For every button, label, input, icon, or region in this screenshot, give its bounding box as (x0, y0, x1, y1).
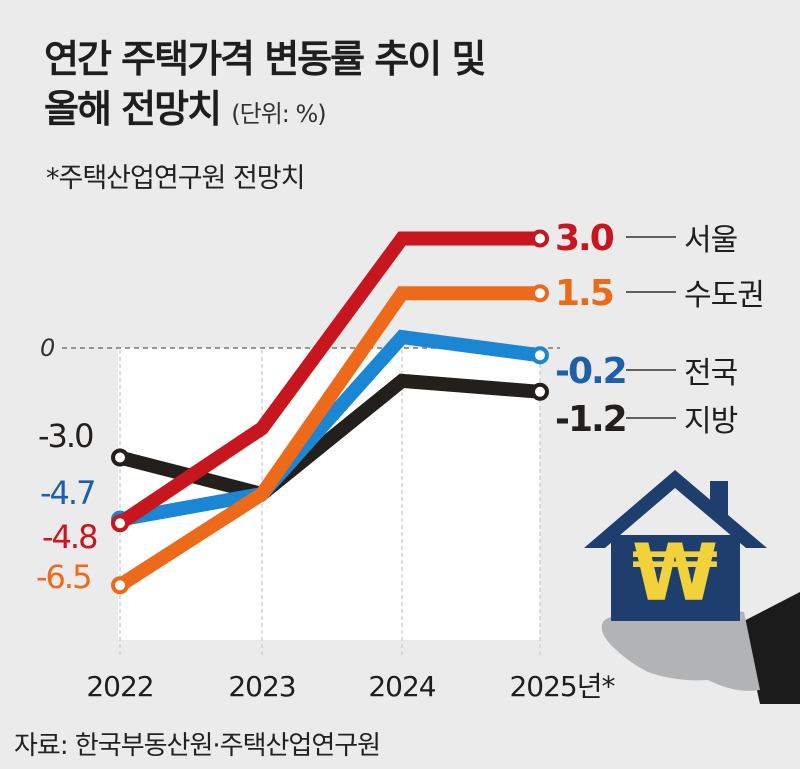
data-point-전국 (531, 346, 549, 365)
y-zero-label: 0 (40, 334, 55, 362)
end-value-label: -1.2 (555, 399, 626, 440)
house-roof (584, 470, 767, 548)
won-icon: ₩ (632, 529, 718, 619)
data-point-서울 (531, 229, 549, 248)
data-point-지방 (531, 382, 549, 401)
series-line-수도권 (116, 286, 540, 592)
series-name-label: 전국 (684, 356, 738, 391)
x-tick-label: 2024 (368, 670, 435, 703)
source-note: 자료: 한국부동산원·주택산업연구원 (14, 731, 381, 761)
end-value-label: 3.0 (555, 218, 614, 259)
chart-title: 연간 주택가격 변동률 추이 및 올해 전망치 (단위: %) (44, 34, 486, 139)
forecast-note: *주택산업연구원 전망치 (46, 163, 305, 194)
series-line-서울 (116, 231, 540, 530)
x-tick-label: 2025년* (509, 670, 615, 703)
unit-label: (단위: %) (231, 100, 326, 128)
start-value-label: -4.8 (42, 518, 97, 556)
house-chimney (710, 481, 728, 517)
data-point-지방 (111, 448, 129, 467)
hand-palm (601, 610, 760, 691)
start-value-label: -3.0 (38, 417, 93, 455)
data-point-수도권 (531, 284, 549, 303)
series-name-label: 지방 (684, 404, 738, 439)
title-line-1: 연간 주택가격 변동률 추이 및 (44, 37, 486, 81)
title-line-2: 올해 전망치 (44, 87, 222, 131)
data-point-서울 (111, 514, 129, 533)
house-body (611, 535, 740, 621)
x-tick-label: 2023 (228, 670, 295, 703)
data-point-수도권 (111, 576, 129, 595)
series-line-전국 (118, 329, 541, 527)
end-value-label: -0.2 (555, 351, 626, 392)
start-value-label: -6.5 (36, 558, 90, 596)
end-value-label: 1.5 (555, 273, 613, 314)
house-hand-illustration: ₩ (584, 470, 800, 704)
x-tick-label: 2022 (86, 670, 153, 703)
series-name-label: 서울 (684, 223, 737, 258)
series-name-label: 수도권 (684, 278, 764, 313)
start-value-label: -4.7 (40, 474, 94, 512)
